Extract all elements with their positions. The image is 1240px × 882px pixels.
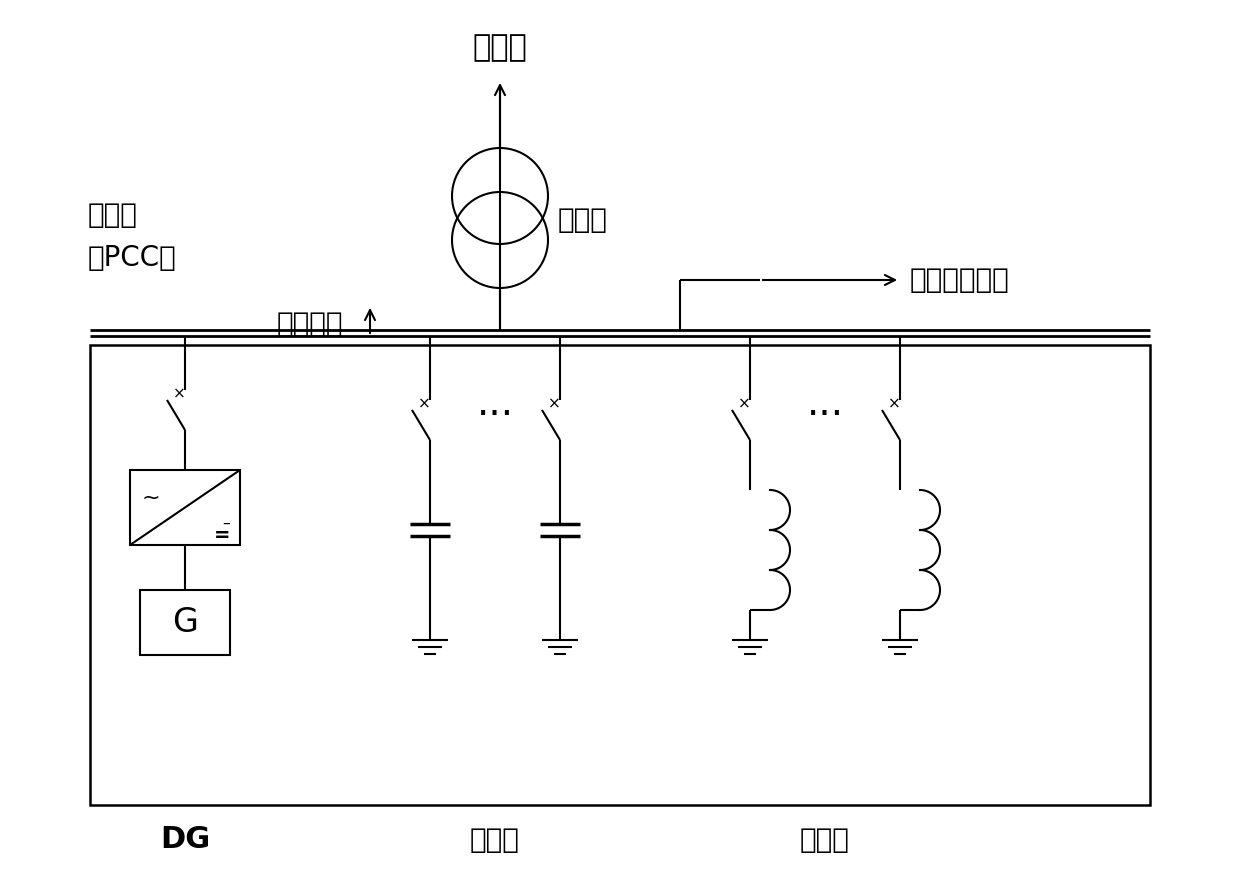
Text: ···: ···: [476, 396, 513, 434]
Text: G: G: [172, 606, 198, 639]
Text: 电抗器: 电抗器: [800, 826, 849, 854]
Text: DG: DG: [160, 826, 210, 855]
Bar: [130, 470, 241, 545]
Text: ···: ···: [806, 396, 843, 434]
Text: 并网点: 并网点: [88, 201, 138, 229]
Text: 电容器: 电容器: [470, 826, 520, 854]
Text: （PCC）: （PCC）: [88, 244, 177, 272]
Text: ~: ~: [143, 488, 161, 508]
Text: 变压器: 变压器: [558, 206, 608, 234]
Text: 本地负载: 本地负载: [277, 310, 343, 338]
Text: ×: ×: [172, 386, 185, 401]
Text: ×: ×: [888, 397, 900, 412]
Text: 配电网: 配电网: [472, 34, 527, 63]
Text: –: –: [222, 515, 229, 530]
Text: =: =: [213, 526, 229, 544]
Text: ×: ×: [548, 397, 560, 412]
Text: ×: ×: [738, 397, 750, 412]
Text: 馈线中压负载: 馈线中压负载: [910, 266, 1009, 294]
Bar: [91, 345, 1149, 805]
Text: ×: ×: [418, 397, 430, 412]
Bar: [140, 590, 229, 655]
